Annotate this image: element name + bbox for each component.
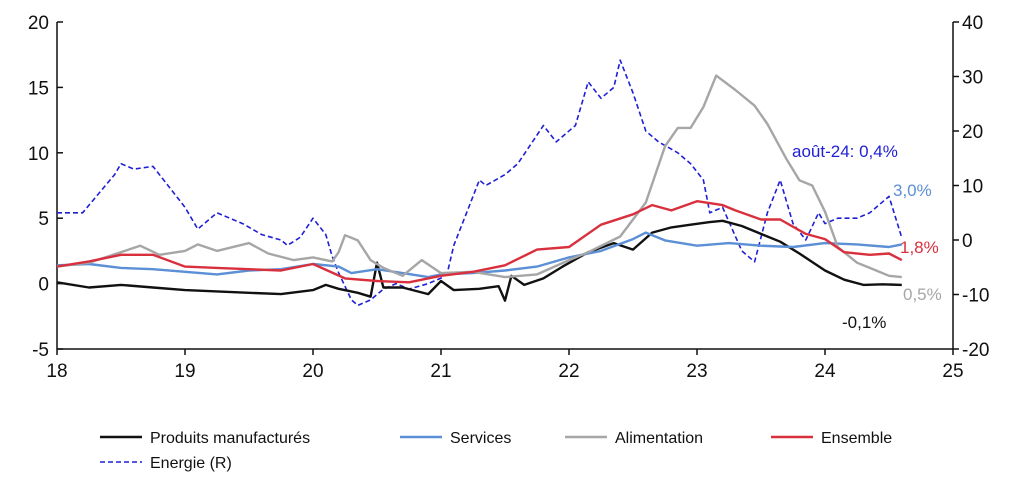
x-tick-label: 25 — [942, 361, 963, 382]
y-left-tick-label: -5 — [32, 340, 49, 361]
legend-label: Energie (R) — [150, 455, 232, 472]
x-tick-label: 19 — [174, 361, 195, 382]
y-right-tick-label: 20 — [962, 122, 983, 143]
series-layer — [56, 59, 903, 307]
end-label: 0,5% — [903, 285, 942, 304]
legend: Produits manufacturés Services Alimentatio… — [100, 430, 892, 472]
y-right-tick-label: 0 — [962, 231, 973, 252]
y-left-tick-label: 0 — [38, 275, 49, 296]
legend-label: Services — [450, 430, 511, 447]
end-label: août-24: 0,4% — [792, 142, 898, 161]
end-label: -0,1% — [842, 313, 886, 332]
series-line-produits-manufactur-s — [56, 219, 902, 302]
series-line-services — [56, 231, 903, 279]
end-labels: -0,1% 3,0% 0,5% 1,8% août-24: 0,4% — [792, 142, 942, 332]
y-right-tick-label: -20 — [962, 340, 989, 361]
x-tick-label: 18 — [46, 361, 67, 382]
series-line-energie-r- — [57, 59, 903, 307]
x-tick-label: 20 — [302, 361, 323, 382]
end-label: 1,8% — [900, 238, 939, 257]
y-right-tick-label: 30 — [962, 68, 983, 89]
x-tick-label: 24 — [814, 361, 836, 382]
series-line-ensemble — [56, 200, 903, 284]
series-line-alimentation — [56, 74, 902, 279]
y-left-tick-label: 5 — [38, 209, 49, 230]
legend-label: Produits manufacturés — [150, 430, 310, 447]
y-left-tick-label: 10 — [28, 144, 49, 165]
y-right-tick-label: 40 — [962, 13, 983, 34]
legend-label: Alimentation — [615, 430, 703, 447]
axes: -5 0 5 10 15 20 -20 -10 0 10 20 30 40 18 19 20 21 22 23 24 2… — [28, 13, 990, 382]
y-right-tick-label: 10 — [962, 177, 983, 198]
x-tick-label: 21 — [430, 361, 451, 382]
y-right-tick-label: -10 — [962, 286, 989, 307]
end-label: 3,0% — [893, 181, 932, 200]
legend-label: Ensemble — [821, 430, 892, 447]
y-left-tick-label: 20 — [28, 13, 49, 34]
x-tick-label: 22 — [558, 361, 579, 382]
y-left-tick-label: 15 — [28, 78, 49, 99]
x-tick-label: 23 — [686, 361, 707, 382]
